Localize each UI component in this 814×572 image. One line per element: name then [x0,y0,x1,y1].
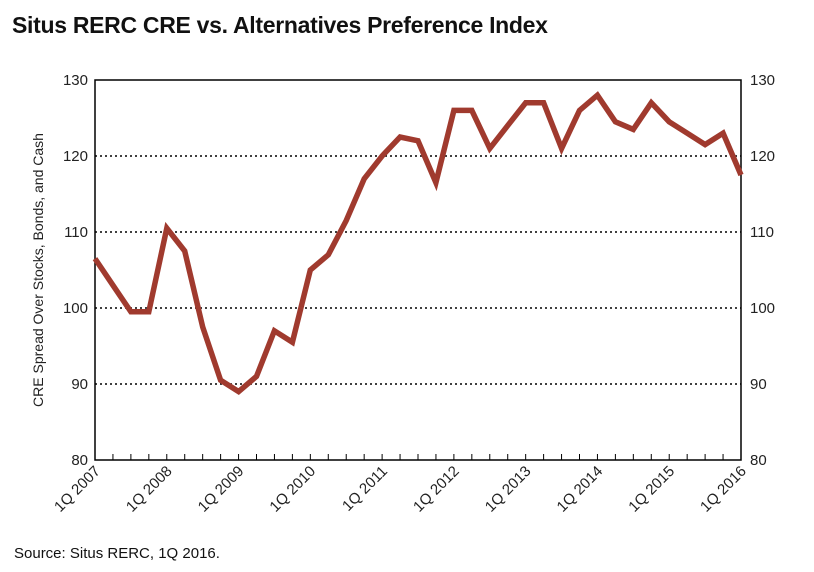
y-tick-label-right: 100 [750,300,775,317]
x-tick-label: 1Q 2007 [51,463,104,516]
x-tick-label: 1Q 2012 [410,463,463,516]
y-axis-right: 80 90 100 110 120 130 [750,72,775,469]
x-axis: 1Q 2007 1Q 2008 1Q 2009 1Q 2010 1Q 2011 1Q 20… [51,454,750,516]
x-tick-label: 1Q 2009 [195,463,248,516]
y-tick-label-right: 120 [750,148,775,165]
series-line [92,91,744,396]
y-tick-label-left: 130 [63,72,88,89]
x-tick-label: 1Q 2016 [697,463,750,516]
x-tick-label: 1Q 2008 [123,463,176,516]
y-axis-label: CRE Spread Over Stocks, Bonds, and Cash [30,133,46,407]
y-tick-label-left: 100 [63,300,88,317]
y-tick-label-right: 80 [750,452,767,469]
series-group [92,91,744,396]
x-tick-label: 1Q 2010 [266,463,319,516]
chart-title: Situs RERC CRE vs. Alternatives Preferen… [12,12,548,38]
y-tick-label-left: 120 [63,148,88,165]
x-tick-label: 1Q 2014 [554,463,607,516]
y-tick-label-left: 80 [71,452,88,469]
y-tick-label-right: 130 [750,72,775,89]
y-axis-left: 80 90 100 110 120 130 [63,72,88,469]
y-tick-label-left: 110 [64,224,88,241]
x-tick-label: 1Q 2011 [339,463,391,515]
source-note: Source: Situs RERC, 1Q 2016. [14,545,220,562]
x-tick-label: 1Q 2013 [482,463,535,516]
y-tick-label-right: 110 [750,224,774,241]
line-chart: 80 90 100 110 120 130 80 90 100 110 120 130 1Q 200… [30,72,775,516]
y-tick-label-left: 90 [71,376,88,393]
x-tick-label: 1Q 2015 [625,463,678,516]
y-tick-label-right: 90 [750,376,767,393]
